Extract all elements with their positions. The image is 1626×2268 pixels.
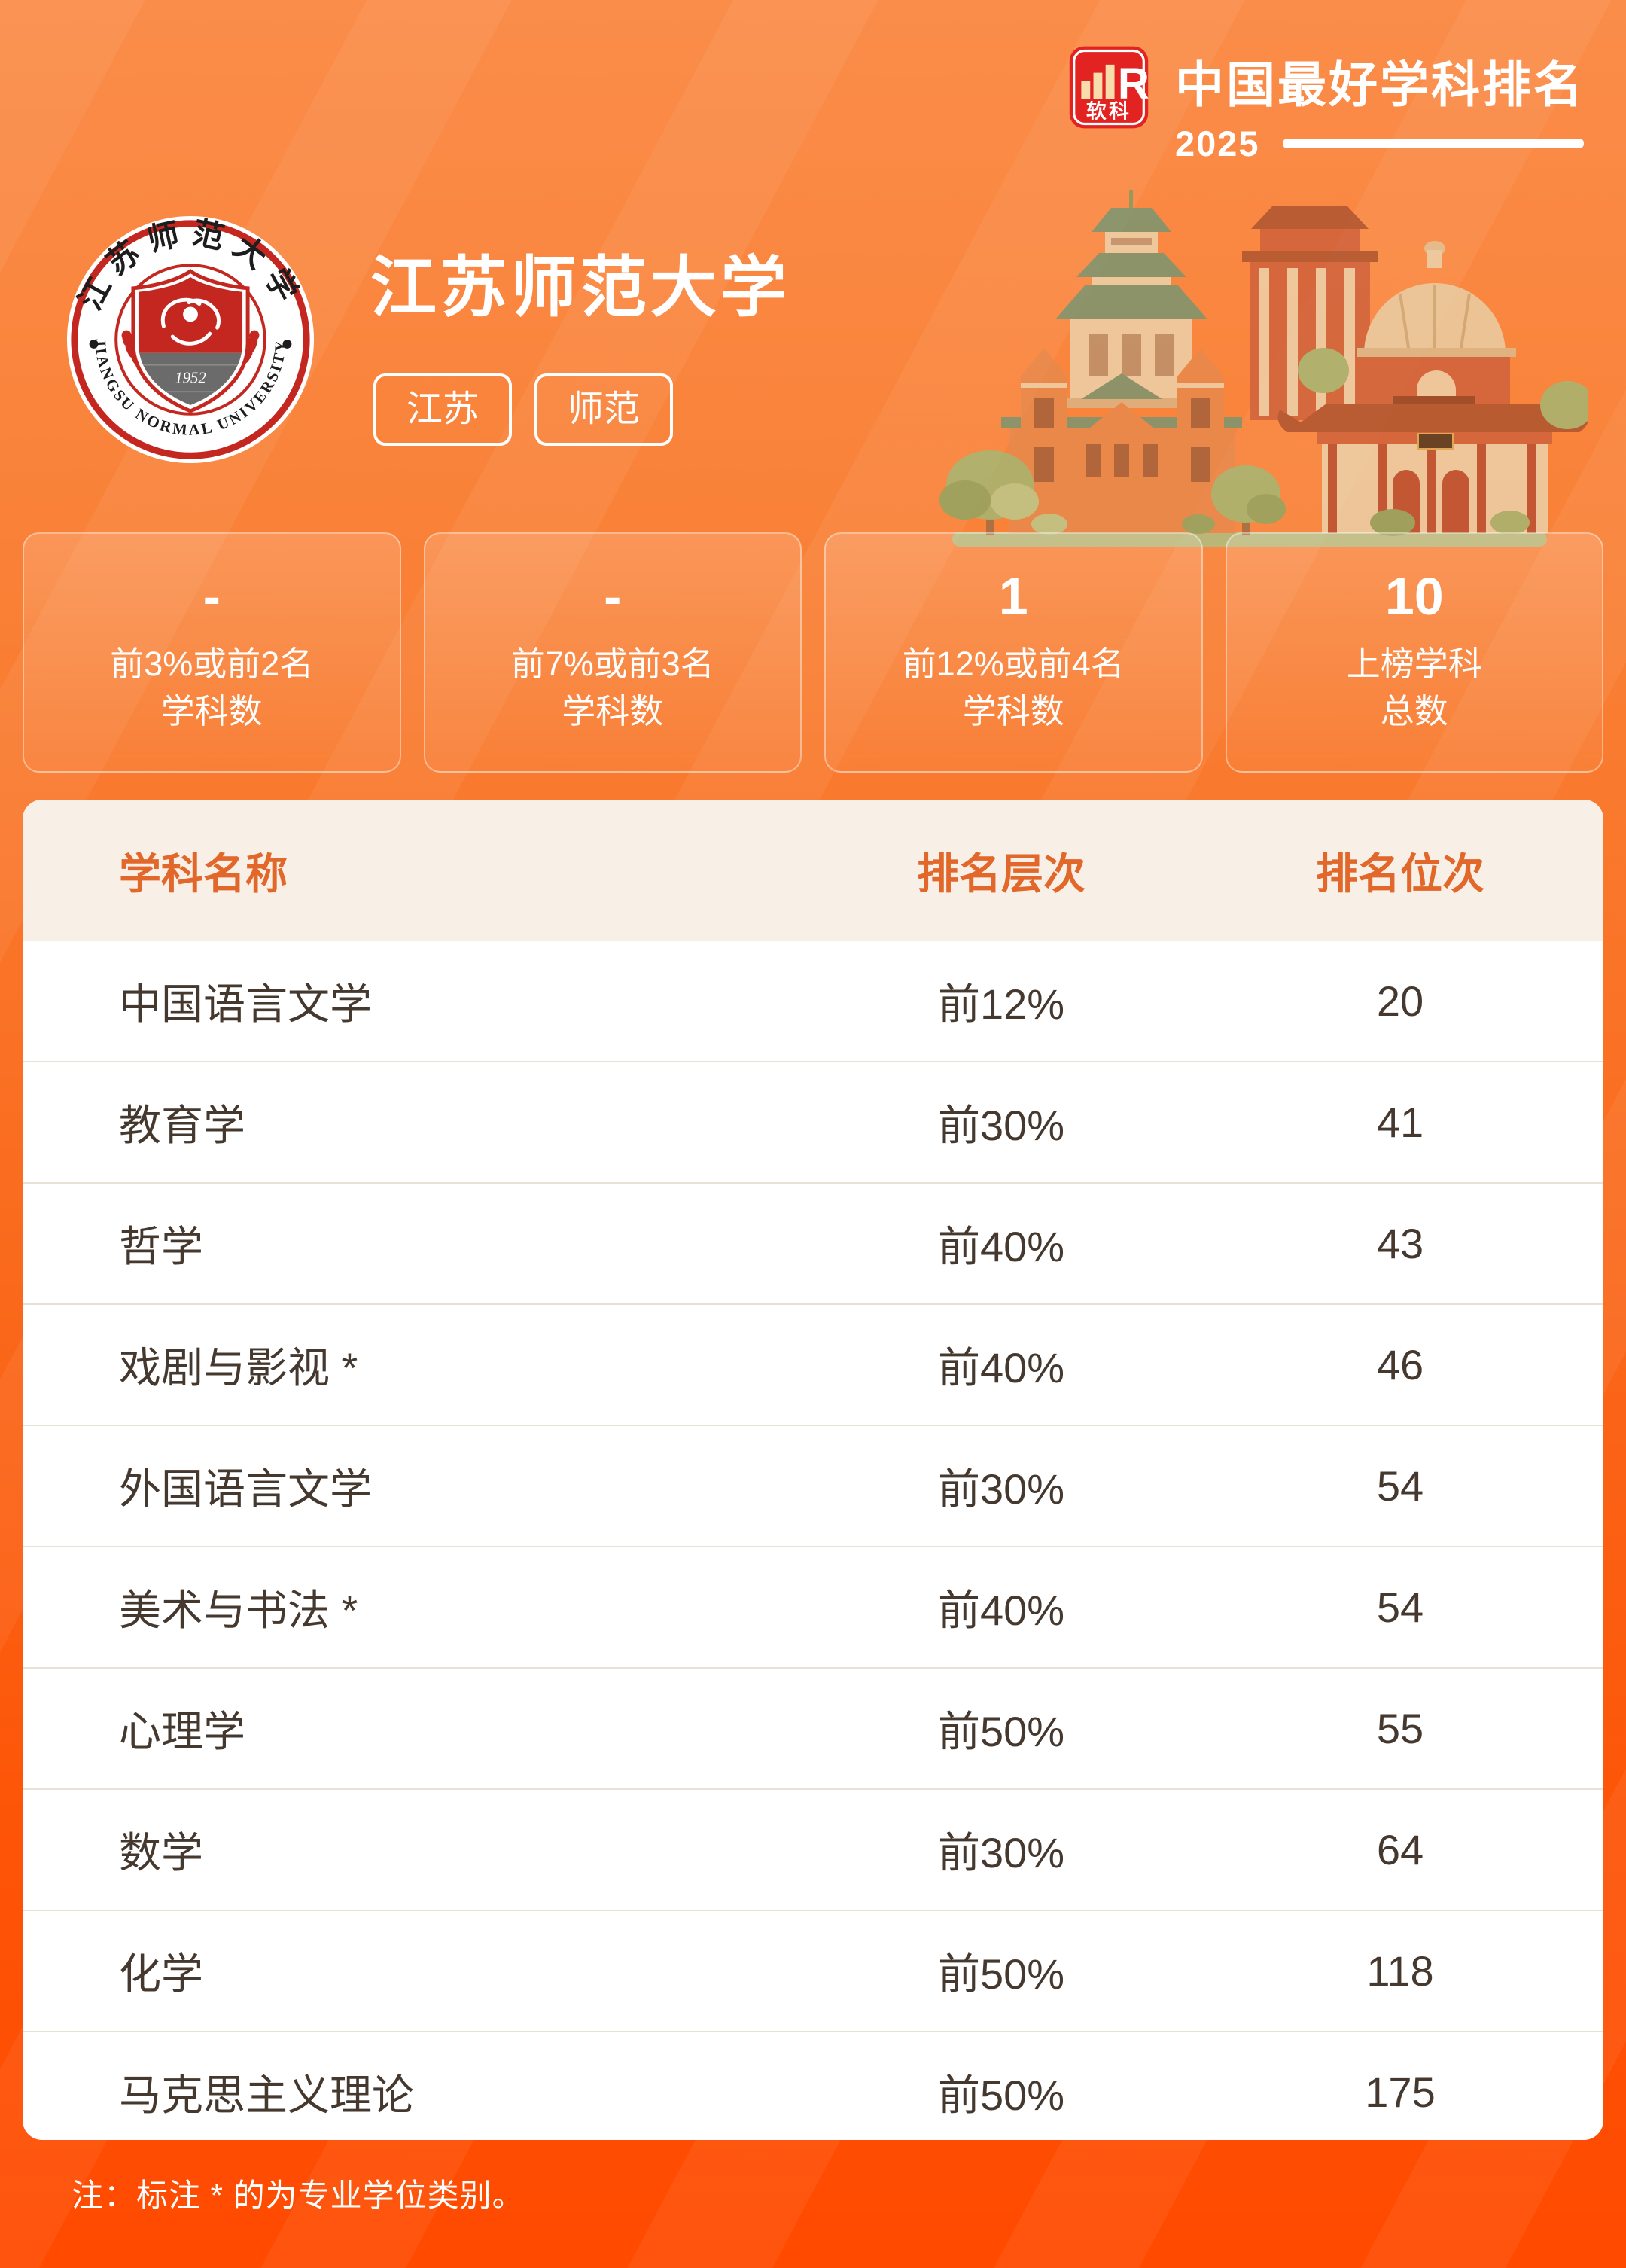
logo-chars: 软科 (1086, 100, 1131, 123)
rank-position: 54 (1376, 1584, 1424, 1631)
stat-label: 上榜学科 总数 (1346, 645, 1482, 730)
rank-tier: 前50% (937, 2071, 1065, 2119)
university-seal: 江苏师范大学 JIANGSU NORMAL UNIVERSITY 1952 (66, 215, 315, 464)
rank-tier: 前50% (937, 1950, 1065, 1998)
discipline-ranking-table: 学科名称 排名层次 排名位次 中国语言文学 前12% 20 教育学 前30% 4… (23, 800, 1603, 2140)
tag-province: 江苏 (373, 373, 513, 446)
discipline-name: 哲学 (119, 1223, 203, 1270)
rank-tier: 前40% (937, 1223, 1065, 1270)
seal-dragon-motif (160, 297, 221, 346)
ranking-year: 2025 (1174, 123, 1260, 163)
stat-card-top7: - 前7%或前3名 学科数 (423, 532, 802, 773)
rank-position: 175 (1365, 2068, 1436, 2116)
rank-position: 20 (1376, 977, 1424, 1025)
rank-tier: 前40% (937, 1344, 1065, 1392)
stat-value: 1 (998, 567, 1028, 626)
discipline-name: 数学 (119, 1829, 203, 1876)
stat-cards-row: - 前3%或前2名 学科数 - 前7%或前3名 学科数 1 前12%或前4名 学… (23, 532, 1603, 773)
logo-r-glyph: R (1118, 59, 1149, 108)
title-underline-rule (1282, 139, 1584, 148)
campus-illustration (939, 190, 1588, 547)
table-row: 化学 前50% 118 (23, 1910, 1603, 2031)
brand-header: R 软科 中国最好学科排名 2025 (1068, 45, 1585, 161)
discipline-name: 心理学 (119, 1708, 245, 1755)
rank-position: 55 (1376, 1705, 1424, 1752)
discipline-name: 教育学 (119, 1102, 245, 1149)
rank-position: 118 (1366, 1947, 1434, 1995)
seal-left-dot (89, 340, 99, 349)
table-row: 中国语言文学 前12% 20 (23, 941, 1603, 1061)
discipline-name: 外国语言文学 (119, 1465, 372, 1513)
stat-label: 前3%或前2名 学科数 (110, 645, 314, 730)
seal-founding-year: 1952 (175, 370, 206, 386)
seal-shield: 1952 (138, 276, 243, 405)
discipline-name: 戏剧与影视 * (119, 1344, 358, 1392)
shanghairanking-logo-icon: R 软科 (1069, 46, 1149, 129)
rank-tier: 前12% (937, 980, 1065, 1028)
rank-position: 54 (1376, 1462, 1424, 1510)
rank-position: 41 (1376, 1099, 1424, 1146)
stat-value: - (202, 567, 221, 626)
discipline-name: 化学 (119, 1950, 203, 1998)
table-row: 教育学 前30% 41 (23, 1061, 1603, 1182)
table-row: 数学 前30% 64 (23, 1788, 1603, 1910)
table-row: 外国语言文学 前30% 54 (23, 1425, 1603, 1546)
rank-tier: 前30% (937, 1102, 1065, 1149)
stat-value: 10 (1384, 567, 1444, 626)
rank-tier: 前30% (937, 1829, 1065, 1876)
table-row: 马克思主义理论 前50% 175 (23, 2031, 1603, 2140)
seal-right-dot (282, 340, 292, 349)
university-name: 江苏师范大学 (370, 250, 791, 325)
stat-value: - (604, 567, 622, 626)
column-header-name: 学科名称 (119, 849, 288, 898)
discipline-name: 中国语言文学 (119, 980, 372, 1028)
rank-position: 43 (1376, 1220, 1424, 1267)
table-row: 哲学 前40% 43 (23, 1182, 1603, 1303)
stat-card-total: 10 上榜学科 总数 (1225, 532, 1603, 773)
stat-label: 前7%或前3名 学科数 (510, 645, 714, 730)
column-header-tier: 排名层次 (917, 849, 1086, 898)
footnote: 注：标注 * 的为专业学位类别。 (72, 2178, 525, 2213)
stat-card-top12: 1 前12%或前4名 学科数 (824, 532, 1203, 773)
discipline-name: 马克思主义理论 (119, 2071, 414, 2119)
university-tags: 江苏 师范 (373, 373, 674, 446)
ranking-title: 中国最好学科排名 (1174, 57, 1585, 112)
table-row: 戏剧与影视 * 前40% 46 (23, 1303, 1603, 1425)
rank-tier: 前40% (937, 1587, 1065, 1634)
table-row: 美术与书法 * 前40% 54 (23, 1546, 1603, 1667)
rank-tier: 前50% (937, 1708, 1065, 1755)
rank-tier: 前30% (937, 1465, 1065, 1513)
discipline-name: 美术与书法 * (119, 1587, 358, 1634)
column-header-rank: 排名位次 (1316, 849, 1484, 898)
table-row: 心理学 前50% 55 (23, 1667, 1603, 1788)
tag-category: 师范 (534, 373, 674, 446)
stat-card-top3: - 前3%或前2名 学科数 (23, 532, 401, 773)
table-header: 学科名称 排名层次 排名位次 (23, 800, 1603, 941)
stat-label: 前12%或前4名 学科数 (902, 645, 1125, 730)
rank-position: 46 (1376, 1341, 1424, 1389)
rank-position: 64 (1376, 1826, 1424, 1873)
